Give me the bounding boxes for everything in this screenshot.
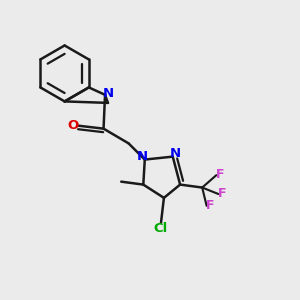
Text: N: N [170,147,181,160]
Text: N: N [103,86,114,100]
Text: O: O [68,118,79,132]
Text: Cl: Cl [154,222,168,235]
Text: F: F [206,199,214,212]
Text: F: F [216,168,224,181]
Text: N: N [137,150,148,163]
Text: F: F [218,187,226,200]
